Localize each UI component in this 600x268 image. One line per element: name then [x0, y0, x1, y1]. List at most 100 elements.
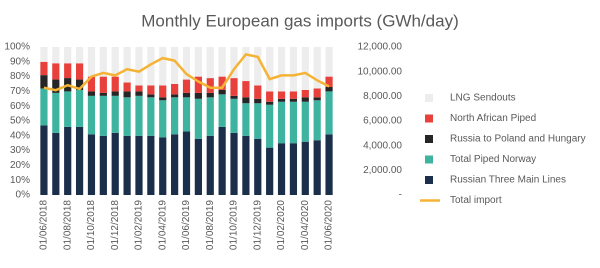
bar-segment	[182, 131, 191, 195]
bar-segment	[147, 135, 155, 195]
bar-segment	[277, 91, 286, 99]
bar-segment	[40, 75, 48, 89]
bar-segment	[111, 132, 119, 195]
bar-segment	[254, 103, 262, 139]
x-tick-label: 01/04/2019	[157, 200, 168, 250]
bar-segment	[230, 78, 238, 96]
y2-tick-label: 2,000.00	[363, 165, 402, 176]
bar-segment	[277, 101, 286, 144]
bar-segment	[75, 126, 84, 195]
bar-segment	[135, 135, 143, 195]
bar-segment	[230, 47, 238, 79]
bar-segment	[242, 135, 250, 195]
bar-segment	[242, 47, 250, 82]
bar-segment	[159, 137, 167, 195]
bar-segment	[242, 103, 250, 136]
legend-label: Total Piped Norway	[450, 154, 536, 165]
bar-segment	[254, 138, 262, 195]
x-tick-label: 01/12/2019	[252, 200, 263, 250]
bar-segment	[123, 82, 131, 92]
legend-label: Russia to Poland and Hungary	[450, 134, 586, 145]
bar-segment	[159, 97, 167, 101]
bar-segment	[40, 47, 48, 62]
bar-segment	[301, 97, 309, 102]
bar-segment	[99, 95, 107, 136]
legend-swatch	[425, 155, 433, 164]
legend-label: North African Piped	[450, 113, 536, 124]
bar-segment	[242, 97, 250, 104]
bar-segment	[123, 91, 131, 98]
bar-segment	[111, 91, 119, 96]
x-tick-label: 01/06/2019	[181, 200, 192, 250]
bar-segment	[206, 78, 214, 93]
y-tick-label: 100%	[4, 42, 30, 53]
bar-segment	[289, 101, 298, 144]
bar-segment	[147, 97, 155, 136]
legend-swatch	[425, 94, 433, 102]
bar-segment	[325, 86, 333, 92]
bar-segment	[171, 134, 179, 195]
x-tick-label: 01/08/2019	[205, 200, 216, 250]
bar-segment	[289, 91, 298, 99]
y2-tick-label: -	[399, 190, 402, 201]
legend-swatch	[425, 114, 433, 123]
bar-segment	[64, 47, 72, 64]
legend-swatch	[425, 176, 433, 184]
bar-segment	[171, 84, 179, 95]
bar-segment	[194, 98, 202, 139]
bar-segment	[52, 47, 60, 64]
bar-segment	[99, 92, 107, 96]
bar-segment	[87, 134, 96, 195]
bar-segment	[111, 95, 119, 133]
bar-segment	[194, 76, 202, 93]
bar-segment	[64, 126, 72, 195]
bar-segment	[135, 85, 143, 92]
bar-segment	[99, 76, 107, 93]
y-tick-label: 80%	[10, 71, 30, 82]
y2-tick-label: 4,000.00	[363, 140, 402, 151]
bar-segment	[87, 95, 96, 135]
bar-segment	[218, 126, 226, 195]
bar-segment	[147, 94, 155, 98]
x-tick-label: 01/02/2020	[276, 200, 287, 250]
bar-segment	[230, 132, 238, 195]
bar-segment	[254, 85, 262, 99]
bar-segment	[135, 47, 143, 86]
bar-segment	[289, 143, 298, 195]
bar-segment	[194, 47, 202, 77]
legend-label: LNG Sendouts	[450, 93, 516, 104]
bar-segment	[230, 95, 238, 99]
x-tick-label: 01/12/2018	[110, 200, 121, 250]
bar-segment	[289, 47, 298, 92]
x-tick-label: 01/10/2019	[229, 200, 240, 250]
bar-segment	[99, 47, 107, 77]
bar-segment	[171, 94, 179, 98]
y-tick-label: 70%	[10, 86, 30, 97]
bar-segment	[266, 147, 274, 195]
y-tick-label: 30%	[10, 145, 30, 156]
bar-segment	[313, 140, 321, 195]
x-tick-label: 01/04/2020	[300, 200, 311, 250]
bar-segment	[194, 138, 202, 195]
bar-segment	[301, 141, 309, 195]
bar-segment	[289, 98, 298, 102]
bar-segment	[40, 61, 48, 76]
bar-segment	[277, 98, 286, 102]
bar-segment	[313, 97, 321, 101]
bar-segment	[182, 47, 191, 80]
bar-segment	[52, 79, 60, 93]
bar-segment	[171, 47, 179, 84]
bar-segment	[313, 88, 321, 98]
bar-segment	[40, 88, 48, 126]
bar-segment	[52, 63, 60, 80]
y-tick-label: 0%	[16, 190, 31, 201]
bar-segment	[147, 85, 155, 95]
bar-segment	[194, 92, 202, 99]
bar-segment	[159, 85, 167, 98]
bar-segment	[277, 143, 286, 195]
bar-segment	[171, 97, 179, 135]
x-tick-label: 01/08/2018	[62, 200, 73, 250]
y-tick-label: 40%	[10, 130, 30, 141]
bar-segment	[123, 47, 131, 83]
